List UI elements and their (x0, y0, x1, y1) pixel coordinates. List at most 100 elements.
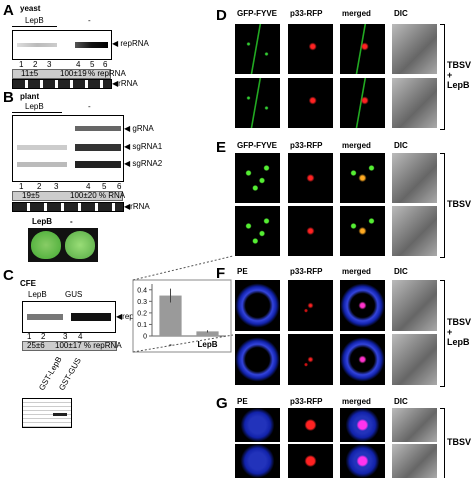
panel-title: yeast (20, 4, 41, 13)
micrograph (340, 206, 385, 256)
panel-letter: B (3, 89, 14, 106)
loading-blot (12, 79, 112, 89)
leaf-photo (28, 228, 98, 262)
micrograph (235, 334, 280, 385)
micrograph (288, 280, 333, 331)
lane: 2 (33, 60, 38, 69)
band-label: ◀rRNA (124, 202, 150, 211)
lane: 3 (54, 182, 59, 191)
lane: 3 (63, 332, 68, 341)
x-tick-label: - (169, 340, 172, 349)
micrograph (340, 78, 385, 128)
micrograph (288, 78, 333, 128)
quant: 19±5 (22, 191, 40, 200)
y-tick-label: 0.4 (137, 287, 147, 294)
dic-image (392, 280, 437, 331)
condition-label: LepB (447, 80, 470, 90)
micrograph (340, 24, 385, 74)
band-name: gRNA (132, 124, 154, 133)
blot (12, 30, 112, 60)
column-header: merged (342, 9, 371, 18)
quant: 100±17 % repRNA (55, 341, 122, 350)
column-header: merged (342, 141, 371, 150)
panel-letter: C (3, 267, 14, 284)
y-tick-label: 0.3 (137, 299, 147, 306)
column-header: merged (342, 397, 371, 406)
band (53, 413, 67, 416)
micrograph (288, 24, 333, 74)
column-header: p33-RFP (290, 141, 323, 150)
leaf-label: LepB (32, 217, 52, 226)
micrograph (288, 206, 333, 256)
band-label: ◀ sgRNA1 (124, 142, 163, 151)
dic-image (392, 24, 437, 74)
group-label: LepB (25, 16, 44, 25)
blot (12, 115, 124, 182)
micrograph (340, 334, 385, 385)
panel-letter: E (216, 139, 227, 156)
condition-label: TBSV (447, 198, 472, 209)
bar (196, 331, 219, 336)
column-header: p33-RFP (290, 267, 323, 276)
condition-label: + (447, 70, 453, 80)
condition-label: + (447, 326, 453, 337)
group-label: LepB (25, 102, 44, 111)
micrograph (288, 153, 333, 203)
lane: 5 (102, 182, 107, 191)
lane: 2 (41, 332, 46, 341)
micrograph (340, 280, 385, 331)
group-label: GUS (65, 290, 83, 299)
panel-letter: G (216, 395, 228, 412)
column-header: DIC (394, 267, 408, 276)
bracket (12, 26, 57, 30)
leaf (65, 231, 95, 259)
dic-image (392, 408, 437, 442)
micrograph (288, 334, 333, 385)
lane: 4 (78, 332, 83, 341)
lane: 1 (19, 60, 24, 69)
dic-image (392, 78, 437, 128)
micrograph (288, 444, 333, 478)
quant: 25±6 (27, 341, 45, 350)
quant-unit: % repRNA (88, 69, 126, 78)
panel-title: CFE (20, 279, 36, 288)
micrograph (340, 153, 385, 203)
band (75, 126, 121, 131)
column-header: PE (237, 267, 248, 276)
bracket (440, 153, 445, 258)
column-header: merged (342, 267, 371, 276)
band-label: ◀ gRNA (124, 124, 154, 133)
micrograph (235, 408, 280, 442)
quant: 100±20 % RNA (70, 191, 126, 200)
quant: 100±19 (60, 69, 87, 78)
lane: 2 (37, 182, 42, 191)
dic-image (392, 334, 437, 385)
column-header: PE (237, 397, 248, 406)
column-header: DIC (394, 141, 408, 150)
band-name: sgRNA2 (132, 159, 163, 168)
lane: 4 (76, 60, 81, 69)
band-label: ◀ repRNA (112, 39, 149, 48)
zoom-line (132, 334, 234, 353)
band-name: rRNA (130, 202, 150, 211)
y-tick-label: 0 (143, 334, 147, 341)
micrograph (235, 153, 280, 203)
panel-letter: D (216, 7, 227, 24)
band (17, 162, 67, 167)
condition-label: TBSV (447, 60, 472, 70)
blot (22, 301, 116, 333)
quant-box (12, 191, 123, 201)
lane: 1 (19, 182, 24, 191)
leaf (31, 231, 61, 259)
band-name: sgRNA1 (132, 142, 163, 151)
y-tick-label: 0.1 (137, 322, 147, 329)
panel-letter: F (216, 265, 226, 282)
band-name: rRNA (118, 79, 138, 88)
lane: 4 (86, 182, 91, 191)
lane: 6 (117, 182, 122, 191)
column-header: GFP-FYVE (237, 141, 278, 150)
band (75, 144, 121, 151)
group-label: - (88, 102, 91, 111)
bracket (440, 280, 445, 387)
